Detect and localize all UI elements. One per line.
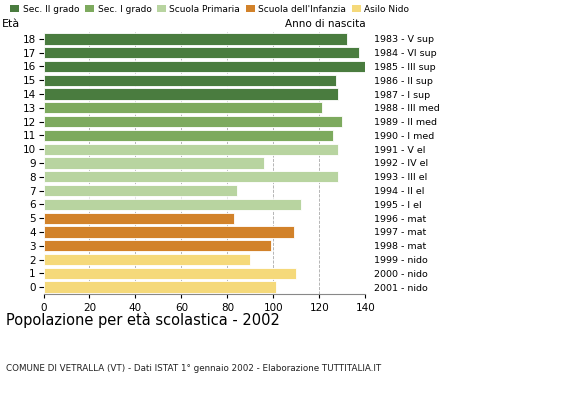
Bar (44, 130, 333, 141)
Text: Età: Età (2, 19, 20, 29)
Bar (44, 199, 301, 210)
Bar (44, 212, 234, 224)
Text: Anno di nascita: Anno di nascita (285, 19, 365, 29)
Bar (44, 171, 338, 182)
Bar (44, 185, 237, 196)
Legend: Sec. II grado, Sec. I grado, Scuola Primaria, Scuola dell'Infanzia, Asilo Nido: Sec. II grado, Sec. I grado, Scuola Prim… (10, 4, 409, 14)
Bar (44, 61, 365, 72)
Bar (44, 240, 271, 251)
Bar (44, 116, 342, 127)
Text: Popolazione per età scolastica - 2002: Popolazione per età scolastica - 2002 (6, 312, 280, 328)
Bar (44, 282, 276, 293)
Bar (44, 157, 264, 169)
Bar (44, 226, 294, 238)
Bar (44, 88, 338, 100)
Bar (44, 102, 322, 114)
Bar (44, 75, 335, 86)
Bar (44, 268, 296, 279)
Bar (44, 254, 251, 265)
Bar (44, 144, 338, 155)
Bar (44, 47, 358, 58)
Text: COMUNE DI VETRALLA (VT) - Dati ISTAT 1° gennaio 2002 - Elaborazione TUTTITALIA.I: COMUNE DI VETRALLA (VT) - Dati ISTAT 1° … (6, 364, 381, 373)
Bar (44, 33, 347, 44)
